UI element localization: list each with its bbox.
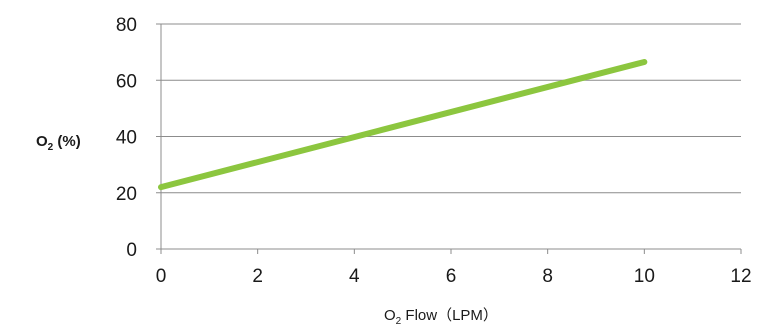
x-tick-label: 0	[156, 266, 167, 287]
y-tick-labels: 0 20 40 60 80	[116, 15, 137, 261]
series-line-0	[158, 58, 648, 191]
x-tick-label: 8	[542, 266, 553, 287]
x-tick-label: 2	[252, 266, 263, 287]
x-tick-label: 4	[349, 266, 360, 287]
x-axis-title: O2 Flow（LPM）	[384, 307, 498, 327]
x-tick-labels: 0 2 4 6 8 10 12	[156, 266, 752, 287]
y-axis-title: O2 (%)	[36, 133, 81, 153]
x-tick-label: 12	[730, 266, 751, 287]
y-tick-label: 40	[116, 128, 137, 149]
series-layer	[158, 58, 648, 191]
x-tick-label: 6	[446, 266, 457, 287]
y-tick-label: 0	[126, 240, 137, 261]
y-tick-label: 60	[116, 71, 137, 92]
axes	[156, 23, 742, 254]
x-tick-label: 10	[634, 266, 655, 287]
y-tick-label: 80	[116, 15, 137, 36]
y-tick-label: 20	[116, 184, 137, 205]
grid-lines	[161, 23, 741, 194]
